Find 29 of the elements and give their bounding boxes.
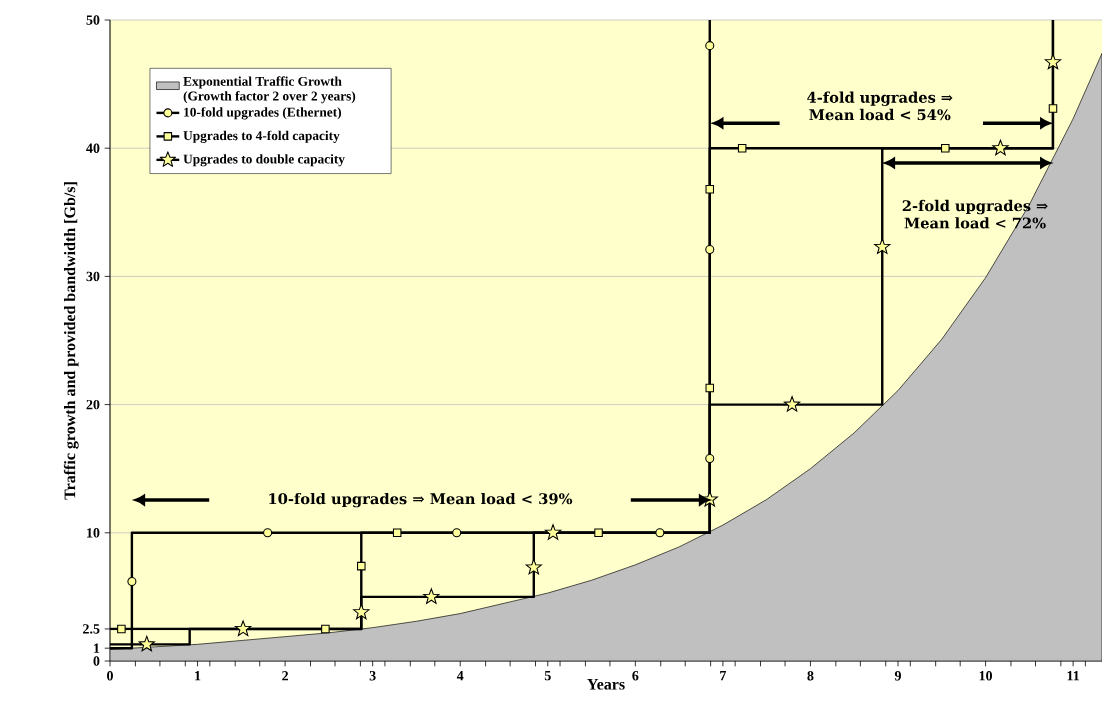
legend-label: Upgrades to double capacity <box>183 154 345 167</box>
x-tick-label: 3 <box>369 671 376 681</box>
x-tick-label: 5 <box>544 671 551 681</box>
y-tick-label: 1 <box>94 643 100 653</box>
x-axis-title: Years <box>587 678 625 690</box>
y-tick-label: 40 <box>86 143 100 153</box>
annotation: 10-fold upgrades ⇒ Mean load < 39% <box>269 492 573 508</box>
x-tick-label: 6 <box>632 671 639 681</box>
annotation: 2-fold upgrades ⇒ Mean load < 72% <box>902 199 1048 229</box>
x-tick-label: 10 <box>979 671 993 681</box>
x-tick-label: 0 <box>107 671 113 681</box>
y-tick-label: 10 <box>87 528 100 538</box>
x-tick-label: 1 <box>195 671 201 681</box>
x-tick-label: 11 <box>1067 671 1080 681</box>
x-tick-label: 4 <box>456 671 464 681</box>
x-tick-label: 7 <box>720 671 727 681</box>
y-tick-label: 20 <box>86 399 100 410</box>
legend-label: 10-fold upgrades (Ethernet) <box>184 107 342 120</box>
x-tick-label: 8 <box>807 671 814 681</box>
y-tick-label: 50 <box>86 15 100 25</box>
y-tick-label: 0 <box>93 656 100 666</box>
x-tick-label: 2 <box>282 671 289 681</box>
y-tick-label: 2.5 <box>83 624 100 634</box>
y-axis-title: Traffic growth and provided bandwidth [Gb/s] <box>63 182 79 500</box>
legend-label: Upgrades to 4-fold capacity <box>183 130 340 143</box>
annotation: 4-fold upgrades ⇒ Mean load < 54% <box>807 91 953 121</box>
x-tick-label: 9 <box>894 671 901 681</box>
y-tick-label: 30 <box>86 271 100 282</box>
legend-label: Exponential Traffic Growth (Growth factor 2 over 2 years) <box>183 76 356 104</box>
